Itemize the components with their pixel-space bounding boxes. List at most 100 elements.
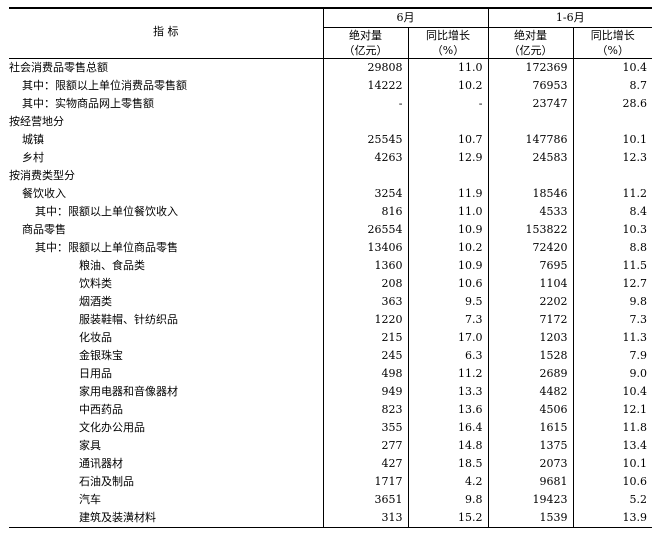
ytd-yoy-growth: 11.2 — [572, 185, 652, 203]
month-absolute-value — [322, 167, 408, 185]
ytd-yoy-growth: 8.8 — [572, 239, 652, 257]
ytd-absolute-value: 2689 — [487, 365, 573, 383]
table-row: 中西药品 823 13.6 4506 12.1 — [9, 401, 652, 419]
month-absolute-value: 816 — [322, 203, 408, 221]
month-yoy-growth: 12.9 — [407, 149, 488, 167]
table-row: 其中：限额以上单位消费品零售额 14222 10.2 76953 8.7 — [9, 77, 652, 95]
ytd-abs-header-line2: （亿元） — [487, 43, 573, 59]
row-label: 其中：限额以上单位餐饮收入 — [35, 205, 178, 218]
month-growth-header-line2: （%） — [407, 43, 488, 59]
ytd-yoy-growth: 13.9 — [572, 509, 652, 528]
table-row: 石油及制品 1717 4.2 9681 10.6 — [9, 473, 652, 491]
month-absolute-value: 208 — [322, 275, 408, 293]
table-row: 社会消费品零售总额 29808 11.0 172369 10.4 — [9, 58, 652, 77]
month-absolute-value: 498 — [322, 365, 408, 383]
month-yoy-growth: 14.8 — [407, 437, 488, 455]
ytd-yoy-growth: 12.1 — [572, 401, 652, 419]
month-absolute-value: 1360 — [322, 257, 408, 275]
ytd-absolute-value: 19423 — [487, 491, 573, 509]
month-yoy-growth — [407, 167, 488, 185]
table-row: 餐饮收入 3254 11.9 18546 11.2 — [9, 185, 652, 203]
table-row: 建筑及装潢材料 313 15.2 1539 13.9 — [9, 509, 652, 528]
table-row: 服装鞋帽、针纺织品 1220 7.3 7172 7.3 — [9, 311, 652, 329]
table-row: 按经营地分 — [9, 113, 652, 131]
ytd-yoy-growth: 12.7 — [572, 275, 652, 293]
ytd-absolute-value: 1615 — [487, 419, 573, 437]
month-yoy-growth: 17.0 — [407, 329, 488, 347]
row-label: 餐饮收入 — [22, 187, 66, 200]
row-label: 其中：限额以上单位商品零售 — [35, 241, 178, 254]
row-label: 文化办公用品 — [79, 421, 145, 434]
month-yoy-growth: 10.9 — [407, 257, 488, 275]
table-row: 通讯器材 427 18.5 2073 10.1 — [9, 455, 652, 473]
month-yoy-growth: 7.3 — [407, 311, 488, 329]
ytd-absolute-value: 18546 — [487, 185, 573, 203]
row-label: 中西药品 — [79, 403, 123, 416]
ytd-absolute-value: 7172 — [487, 311, 573, 329]
month-absolute-value: 13406 — [322, 239, 408, 257]
month-yoy-growth: 9.8 — [407, 491, 488, 509]
row-label: 商品零售 — [22, 223, 66, 236]
ytd-absolute-value: 147786 — [487, 131, 573, 149]
row-label: 化妆品 — [79, 331, 112, 344]
month-absolute-value: 3651 — [322, 491, 408, 509]
month-abs-header-line1: 绝对量 — [322, 27, 408, 43]
month-absolute-value: 823 — [322, 401, 408, 419]
ytd-absolute-value: 153822 — [487, 221, 573, 239]
table-row: 饮料类 208 10.6 1104 12.7 — [9, 275, 652, 293]
ytd-yoy-growth: 11.8 — [572, 419, 652, 437]
row-label: 其中：限额以上单位消费品零售额 — [22, 79, 187, 92]
ytd-yoy-growth: 9.8 — [572, 293, 652, 311]
table-row: 文化办公用品 355 16.4 1615 11.8 — [9, 419, 652, 437]
ytd-yoy-growth: 10.4 — [572, 383, 652, 401]
month-absolute-value: 215 — [322, 329, 408, 347]
row-label: 家具 — [79, 439, 101, 452]
ytd-yoy-growth: 10.3 — [572, 221, 652, 239]
ytd-yoy-growth: 13.4 — [572, 437, 652, 455]
ytd-absolute-value: 2073 — [487, 455, 573, 473]
ytd-yoy-growth: 5.2 — [572, 491, 652, 509]
month-absolute-value: 29808 — [322, 58, 408, 77]
month-absolute-value: 25545 — [322, 131, 408, 149]
ytd-absolute-value: 1203 — [487, 329, 573, 347]
ytd-yoy-growth: 8.4 — [572, 203, 652, 221]
ytd-absolute-value: 24583 — [487, 149, 573, 167]
table-row: 其中：限额以上单位餐饮收入 816 11.0 4533 8.4 — [9, 203, 652, 221]
month-absolute-value: 245 — [322, 347, 408, 365]
month-yoy-growth: 11.0 — [407, 203, 488, 221]
row-label: 饮料类 — [79, 277, 112, 290]
month-abs-header-line2: （亿元） — [322, 43, 408, 59]
ytd-yoy-growth: 11.5 — [572, 257, 652, 275]
row-label: 石油及制品 — [79, 475, 134, 488]
ytd-yoy-growth: 10.4 — [572, 58, 652, 77]
ytd-absolute-value: 4482 — [487, 383, 573, 401]
table-row: 其中：实物商品网上零售额 - -23747 28.6 — [9, 95, 652, 113]
ytd-absolute-value: 4506 — [487, 401, 573, 419]
month-yoy-growth: 11.9 — [407, 185, 488, 203]
table-row: 乡村 4263 12.9 24583 12.3 — [9, 149, 652, 167]
month-absolute-value: 277 — [322, 437, 408, 455]
ytd-absolute-value: 72420 — [487, 239, 573, 257]
month-absolute-value: 26554 — [322, 221, 408, 239]
month-absolute-value: 1220 — [322, 311, 408, 329]
retail-sales-table: 指 标 6月 1-6月 绝对量 同比增长 绝对量 同比增长 （亿元） （%） （… — [9, 7, 652, 528]
month-absolute-value — [322, 113, 408, 131]
ytd-absolute-value: 172369 — [487, 58, 573, 77]
ytd-growth-header-line1: 同比增长 — [572, 27, 652, 43]
ytd-yoy-growth: 10.1 — [572, 455, 652, 473]
month-growth-header-line1: 同比增长 — [407, 27, 488, 43]
table-row: 家具 277 14.8 1375 13.4 — [9, 437, 652, 455]
indicator-header: 指 标 — [9, 7, 323, 59]
ytd-yoy-growth: 7.9 — [572, 347, 652, 365]
table-row: 其中：限额以上单位商品零售 13406 10.2 72420 8.8 — [9, 239, 652, 257]
ytd-absolute-value: 9681 — [487, 473, 573, 491]
ytd-absolute-value: 76953 — [487, 77, 573, 95]
table-row: 日用品 498 11.2 2689 9.0 — [9, 365, 652, 383]
row-label: 金银珠宝 — [79, 349, 123, 362]
month-header: 6月 — [322, 7, 488, 28]
month-yoy-growth — [407, 113, 488, 131]
ytd-growth-header-line2: （%） — [572, 43, 652, 59]
month-yoy-growth: 18.5 — [407, 455, 488, 473]
table-row: 汽车 3651 9.8 19423 5.2 — [9, 491, 652, 509]
ytd-absolute-value: 2202 — [487, 293, 573, 311]
